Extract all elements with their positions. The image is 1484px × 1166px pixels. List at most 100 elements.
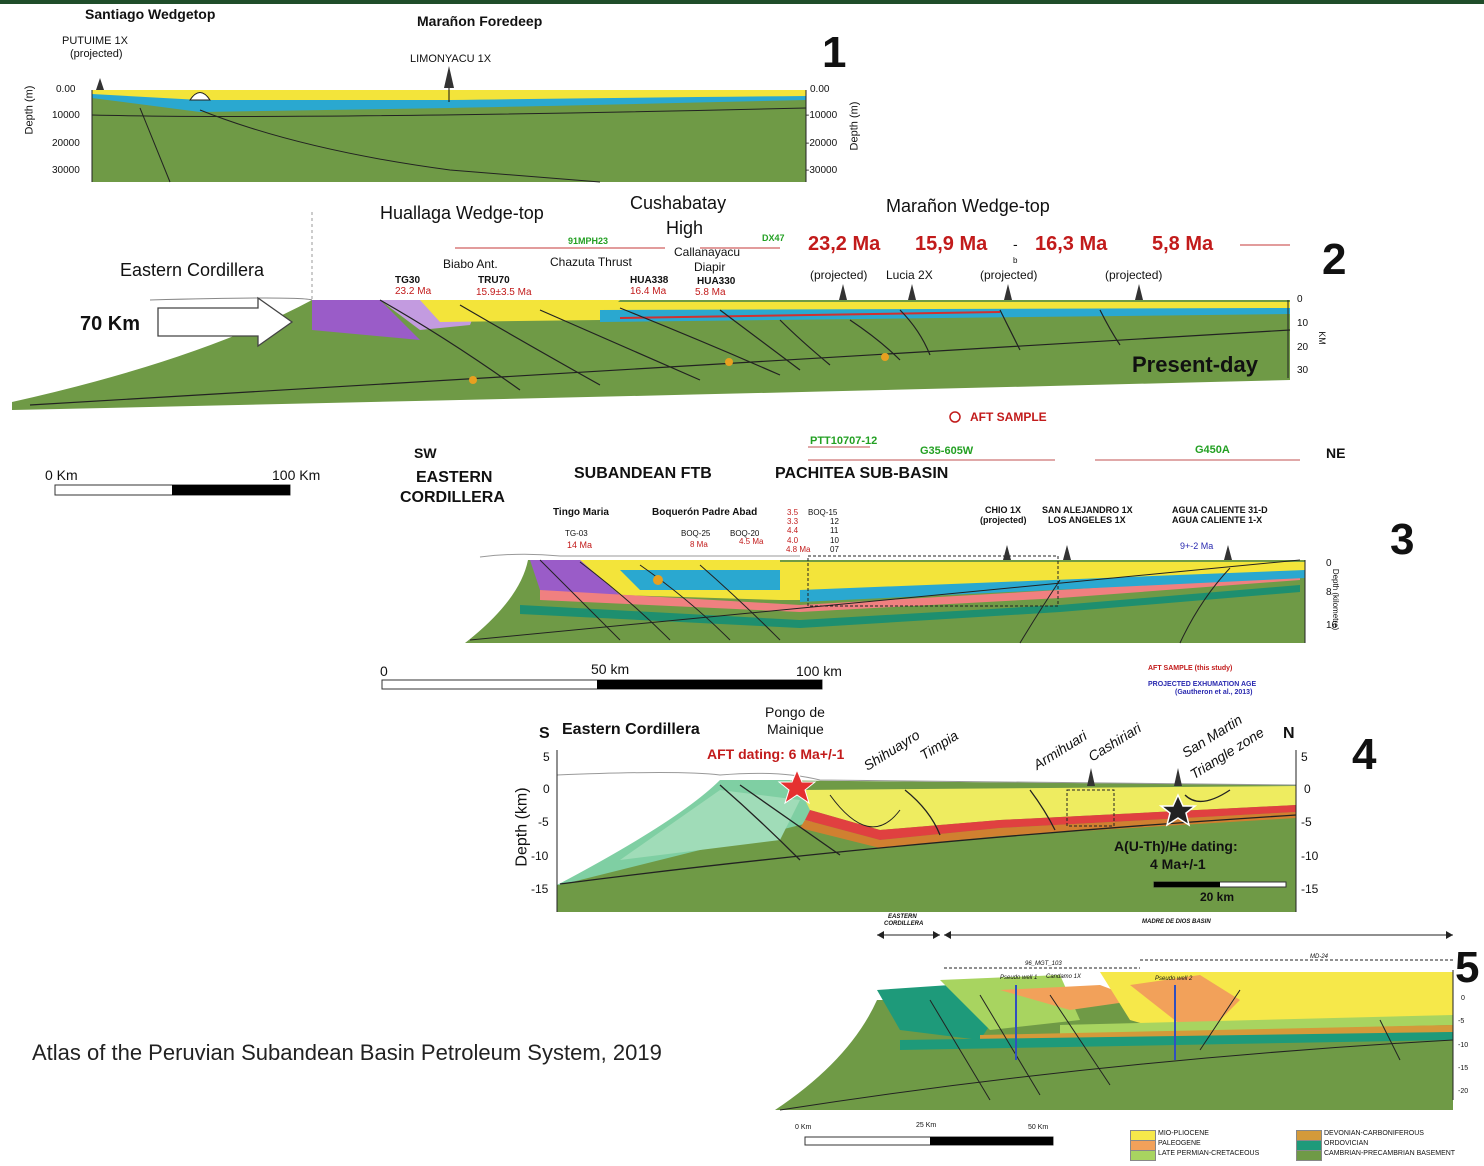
- p1-well-putuime: PUTUIME 1X: [62, 35, 129, 47]
- p3-eastern: EASTERN: [416, 469, 493, 486]
- legend-swatch-3: [1130, 1150, 1156, 1161]
- p2-age-1: 23,2 Ma: [808, 233, 881, 255]
- p3-depth-8: 8: [1326, 587, 1332, 598]
- p2-diapir: Diapir: [694, 260, 726, 274]
- p2-hua330-age: 5.8 Ma: [695, 287, 726, 298]
- p3-line-g35: G35-605W: [920, 445, 974, 457]
- p5-line-1: 96_MGT_103: [1025, 961, 1062, 967]
- p2-tg30-age: 23.2 Ma: [395, 286, 432, 297]
- p3-boqueron: Boquerón Padre Abad: [652, 507, 758, 518]
- p4-aft: AFT dating: 6 Ma+/-1: [707, 746, 845, 762]
- p3-boq20-age: 4.5 Ma: [739, 537, 764, 546]
- p4-rtick-m15: -15: [1301, 882, 1319, 896]
- p5-candamo: Candamo 1X: [1046, 974, 1082, 980]
- p3-agua-age: 9+-2 Ma: [1180, 541, 1214, 551]
- p1-rtick-3: -30000: [806, 165, 838, 176]
- p2-hua330: HUA330: [697, 276, 736, 287]
- p2-tru70-age: 15.9±3.5 Ma: [476, 287, 532, 298]
- p2-present-day: Present-day: [1132, 352, 1258, 377]
- p5-line-2: MD-24: [1310, 954, 1329, 960]
- p2-shortening: 70 Km: [80, 313, 141, 335]
- p4-pongo: Pongo de: [765, 704, 825, 720]
- p3-legend-ref: (Gautheron et al., 2013): [1175, 689, 1253, 696]
- p3-tg03: TG-03: [565, 529, 588, 538]
- p5-scale-25: 25 Km: [916, 1122, 937, 1129]
- p1-tick-3: 30000: [52, 165, 80, 176]
- p1-rtick-0: 0.00: [810, 84, 830, 95]
- p1-y-label-right: Depth (m): [848, 101, 861, 151]
- p2-projected-3: (projected): [1105, 268, 1163, 282]
- p3-boq20: BOQ-20: [730, 529, 760, 538]
- p5-tick-0: 0: [1461, 995, 1465, 1002]
- caption: Atlas of the Peruvian Subandean Basin Pe…: [32, 1040, 662, 1065]
- p2-huallaga: Huallaga Wedge-top: [380, 203, 544, 223]
- p5-legend-5: ORDOVICIAN: [1324, 1140, 1369, 1147]
- p4-tick-m15: -15: [531, 882, 549, 896]
- p2-projected-1: (projected): [810, 268, 868, 282]
- p1-tick-0: 0.00: [56, 84, 76, 95]
- p2-aft-sample: AFT SAMPLE: [970, 410, 1047, 424]
- section-5: [775, 931, 1454, 1146]
- section-2: [12, 212, 1291, 496]
- p2-cushabatay-high: High: [666, 218, 704, 238]
- p2-biabo: Biabo Ant.: [443, 257, 498, 271]
- p2-depth-0: 0: [1297, 294, 1303, 305]
- p3-boq25: BOQ-25: [681, 529, 711, 538]
- p3-chio-note: (projected): [980, 515, 1027, 525]
- p1-well-limonyacu: LIMONYACU 1X: [410, 53, 492, 65]
- p5-madre: MADRE DE DIOS BASIN: [1142, 919, 1211, 925]
- p3-boq-age-1: 3.5: [787, 508, 799, 517]
- p2-depth-20: 20: [1297, 342, 1309, 353]
- p3-agua-1: AGUA CALIENTE 31-D: [1172, 505, 1268, 515]
- p1-title-left: Santiago Wedgetop: [85, 6, 216, 22]
- legend-swatch-6: [1296, 1150, 1322, 1161]
- p3-subandean: SUBANDEAN FTB: [574, 465, 712, 482]
- p4-eastern: Eastern Cordillera: [562, 721, 700, 738]
- p5-legend-3: LATE PERMIAN-CRETACEOUS: [1158, 1150, 1260, 1157]
- p1-well-putuime-note: (projected): [70, 48, 123, 60]
- p2-cushabatay: Cushabatay: [630, 193, 727, 213]
- p3-san-alejandro: SAN ALEJANDRO 1X: [1042, 505, 1133, 515]
- p3-scale-100: 100 km: [796, 663, 842, 679]
- p3-boq-id-3: 10: [830, 536, 839, 545]
- p3-legend-aft: AFT SAMPLE (this study): [1148, 665, 1233, 672]
- p1-rtick-1: -10000: [806, 110, 838, 121]
- p4-uth: A(U-Th)/He dating:: [1114, 838, 1238, 854]
- p5-pseudo-1: Pseudo well 1: [1000, 975, 1038, 981]
- p3-boq25-age: 8 Ma: [690, 540, 708, 549]
- p2-age-dash: -: [1013, 236, 1018, 252]
- p2-depth-30: 30: [1297, 365, 1309, 376]
- p3-line-ptt: PTT10707-12: [810, 435, 878, 447]
- p3-sw: SW: [414, 445, 437, 461]
- p5-tick-20: -20: [1458, 1088, 1469, 1095]
- p5-cordillera: CORDILLERA: [884, 921, 924, 927]
- p4-uth-2: 4 Ma+/-1: [1150, 856, 1206, 872]
- p2-tru70: TRU70: [478, 275, 510, 286]
- p3-agua-2: AGUA CALIENTE 1-X: [1172, 515, 1263, 525]
- p3-boq-id-1: 12: [830, 517, 839, 526]
- p2-callanayacu: Callanayacu: [674, 245, 741, 259]
- p5-scale-50: 50 Km: [1028, 1124, 1049, 1131]
- p3-line-g450: G450A: [1195, 444, 1230, 456]
- p3-depth-label: Depth (kilometre): [1331, 568, 1341, 631]
- p4-tick-m5: -5: [538, 815, 549, 829]
- p5-tick-10: -10: [1458, 1042, 1469, 1049]
- p5-scale-0: 0 Km: [795, 1124, 812, 1131]
- p3-boq-age-4: 4.0: [787, 536, 799, 545]
- p4-rtick-m10: -10: [1301, 849, 1319, 863]
- p3-tg03-age: 14 Ma: [567, 540, 593, 550]
- p3-depth-0: 0: [1326, 558, 1332, 569]
- p3-boq-age-2: 3.3: [787, 517, 799, 526]
- p3-tingo: Tingo Maria: [553, 507, 609, 518]
- p4-scale: 20 km: [1200, 890, 1235, 904]
- p2-hua338-age: 16.4 Ma: [630, 286, 667, 297]
- p3-number: 3: [1390, 515, 1415, 564]
- p1-y-label: Depth (m): [23, 85, 36, 135]
- top-border: [0, 0, 1484, 4]
- p4-mainique: Mainique: [767, 721, 824, 737]
- p5-legend-6: CAMBRIAN-PRECAMBRIAN BASEMENT: [1324, 1150, 1456, 1157]
- p2-chazuta: Chazuta Thrust: [550, 255, 632, 269]
- p2-b-mark: b: [1013, 256, 1018, 265]
- p2-tg30: TG30: [395, 275, 421, 286]
